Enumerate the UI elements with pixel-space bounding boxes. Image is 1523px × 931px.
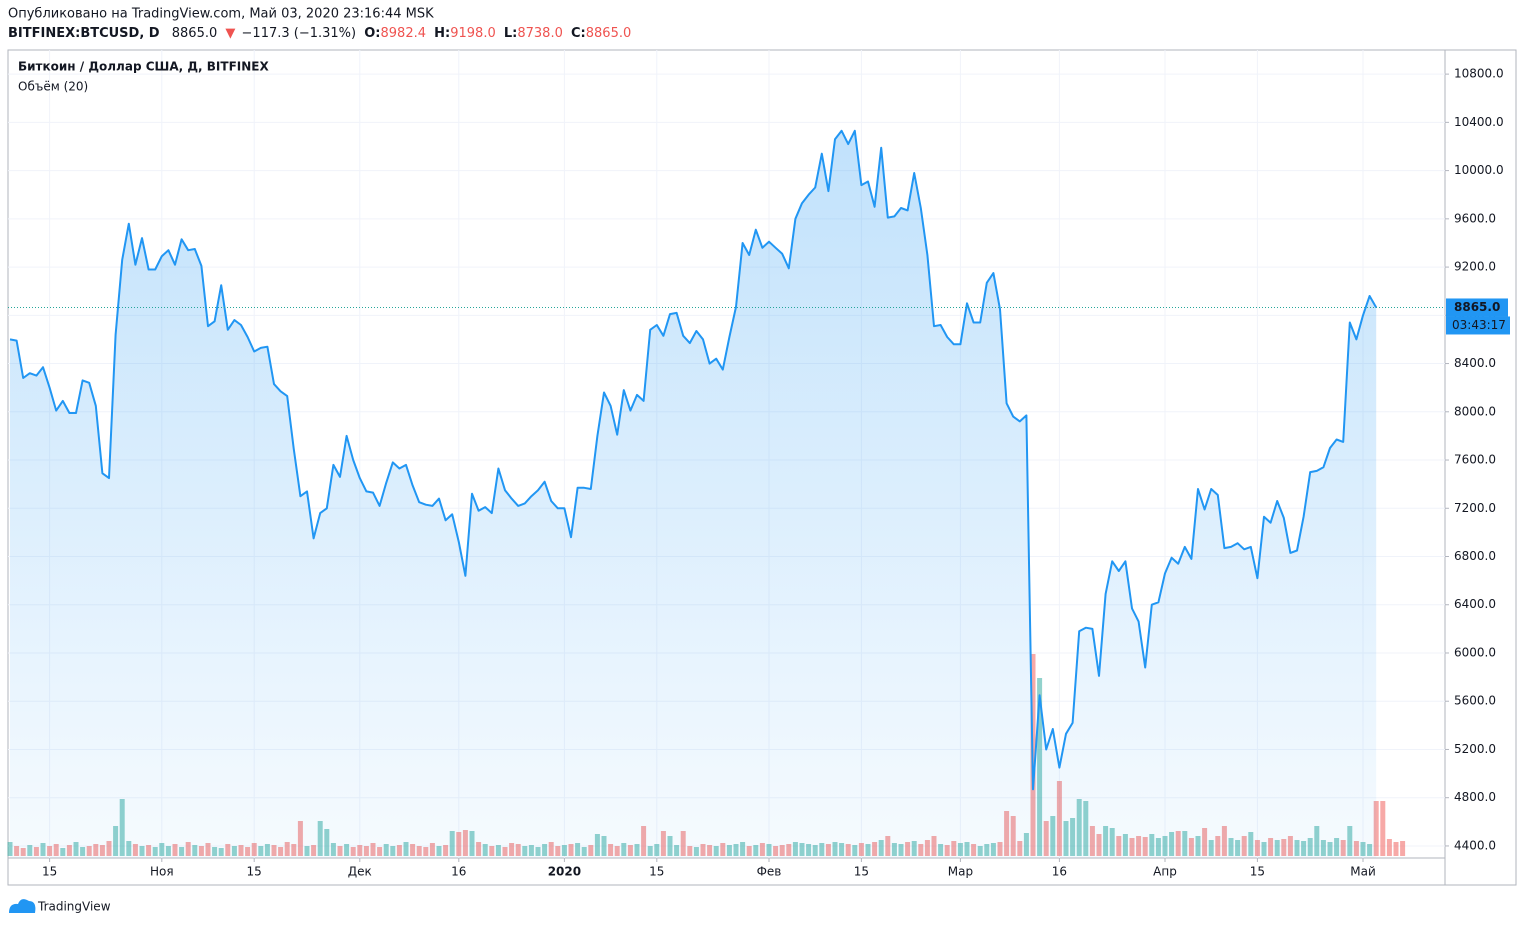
close-label: C: — [571, 26, 586, 41]
x-tick-label: 16 — [451, 865, 466, 879]
y-tick-label: 6000.0 — [1454, 645, 1496, 659]
price-area — [10, 130, 1377, 859]
price-line — [9, 129, 1378, 791]
y-tick-label: 5600.0 — [1454, 694, 1496, 708]
y-tick-label: 10800.0 — [1454, 67, 1504, 81]
published-note: Опубликовано на TradingView.com, Май 03,… — [8, 7, 434, 22]
y-tick-label: 6400.0 — [1454, 597, 1496, 611]
change: −117.3 (−1.31%) — [242, 26, 357, 41]
volume-bar — [1380, 801, 1386, 856]
x-tick-label: Дек — [348, 865, 372, 879]
x-tick-label: 15 — [42, 865, 57, 879]
low-label: L: — [504, 26, 517, 41]
axes: 4400.0 4800.0 5200.0 5600.0 6000.0 6400.0 6800… — [42, 67, 1510, 879]
x-tick-label: Мар — [948, 865, 973, 879]
volume-bar — [1400, 841, 1406, 856]
y-tick-label: 9200.0 — [1454, 260, 1496, 274]
x-tick-label: Ноя — [150, 865, 174, 879]
chart-frame — [7, 49, 1517, 886]
volume-legend: Объём (20) — [18, 80, 88, 94]
last-price-box — [1446, 298, 1508, 317]
y-tick-label: 8000.0 — [1454, 404, 1496, 418]
volume-bar — [1386, 839, 1392, 856]
y-tick-label: 7600.0 — [1454, 453, 1496, 467]
y-tick-label: 10000.0 — [1454, 163, 1504, 177]
y-tick-label: 7200.0 — [1454, 501, 1496, 515]
x-tick-label: Май — [1350, 865, 1376, 879]
countdown: 03:43:17 — [1452, 318, 1506, 332]
chart-title: Биткоин / Доллар США, Д, BITFINEX — [18, 60, 269, 74]
countdown-box — [1446, 316, 1510, 335]
change-arrow: ▼ — [225, 26, 235, 41]
last-price: 8865.0 — [172, 26, 218, 41]
x-tick-label: 2020 — [548, 865, 581, 879]
y-tick-label: 4800.0 — [1454, 790, 1496, 804]
high: 9198.0 — [450, 26, 496, 41]
y-tick-label: 10400.0 — [1454, 115, 1504, 129]
x-tick-label: 15 — [649, 865, 664, 879]
open-label: O: — [364, 26, 380, 41]
last-price-label: 8865.0 — [1454, 300, 1500, 314]
y-tick-label: 4400.0 — [1454, 838, 1496, 852]
x-tick-label: Апр — [1153, 865, 1177, 879]
logo: TradingView — [9, 899, 111, 914]
x-tick-label: 15 — [1250, 865, 1265, 879]
brand: TradingView — [37, 900, 111, 914]
x-tick-label: 15 — [247, 865, 262, 879]
low: 8738.0 — [517, 26, 563, 41]
close: 8865.0 — [586, 26, 632, 41]
high-label: H: — [434, 26, 450, 41]
plot — [8, 129, 1445, 859]
y-tick-label: 8400.0 — [1454, 356, 1496, 370]
x-tick-label: 16 — [1052, 865, 1067, 879]
logo-icon — [9, 899, 36, 913]
y-tick-label: 9600.0 — [1454, 211, 1496, 225]
x-tick-label: Фев — [757, 865, 782, 879]
x-tick-label: 15 — [854, 865, 869, 879]
y-tick-label: 6800.0 — [1454, 549, 1496, 563]
symbol-line: BITFINEX:BTCUSD, D 8865.0 ▼ −117.3 (−1.3… — [8, 26, 631, 41]
open: 8982.4 — [381, 26, 427, 41]
y-tick-label: 5200.0 — [1454, 742, 1496, 756]
symbol: BITFINEX:BTCUSD, D — [8, 26, 160, 41]
volume-bar — [1393, 842, 1399, 856]
